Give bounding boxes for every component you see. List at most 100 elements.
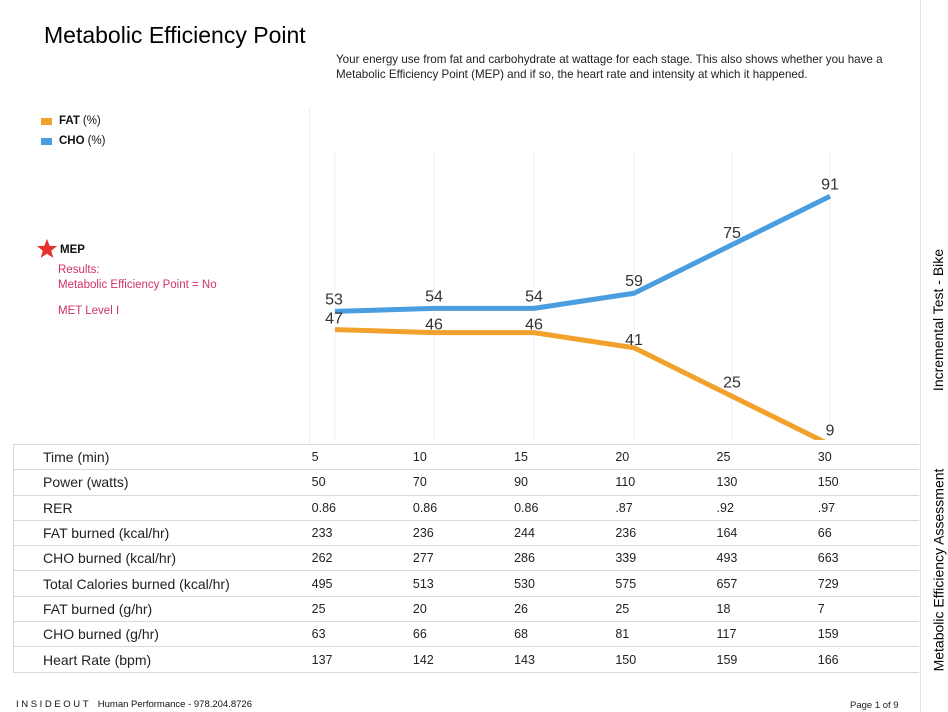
table-row: Total Calories burned (kcal/hr) 495 513 530… xyxy=(12,570,919,597)
legend-swatch-cho xyxy=(41,137,52,145)
line-chart: 47 46 46 41 25 9 53 54 54 59 75 91 xyxy=(325,150,839,440)
page-title: Metabolic Efficiency Point xyxy=(44,22,306,48)
data-label-cho: 91 xyxy=(821,176,839,193)
table-cell: 30 xyxy=(817,443,919,471)
chart-legend: FAT (%) CHO (%) xyxy=(41,111,105,151)
table-row: CHO burned (kcal/hr) 262 277 286 339 493 663 xyxy=(12,545,919,572)
table-cell: .97 xyxy=(817,495,919,521)
table-cell: 729 xyxy=(817,570,919,597)
side-label-test-type: Incremental Test - Bike xyxy=(930,248,947,392)
table-cell: 26 xyxy=(514,596,616,623)
mep-label: MEP xyxy=(60,244,85,256)
table-cell: 530 xyxy=(514,570,616,597)
table-row: CHO burned (g/hr) 63 66 68 81 117 159 xyxy=(12,621,919,648)
data-label-cho: 75 xyxy=(723,225,741,242)
table-cell: 137 xyxy=(311,646,413,673)
table-cell: 20 xyxy=(615,443,717,471)
table-cell: 495 xyxy=(311,570,413,597)
table-cell: 513 xyxy=(412,570,515,597)
table-cell: 18 xyxy=(716,596,818,623)
row-label: RER xyxy=(12,495,312,521)
table-cell: 68 xyxy=(514,621,616,648)
table-cell: 277 xyxy=(412,545,515,572)
table-cell: 657 xyxy=(716,570,818,597)
page-number: Page 1 of 9 xyxy=(850,700,899,711)
legend-unit-fat: (%) xyxy=(82,115,101,127)
page-subtitle: Your energy use from fat and carbohydrat… xyxy=(336,53,883,81)
table-row: Heart Rate (bpm) 137 142 143 150 159 166 xyxy=(12,646,919,673)
table-cell: 25 xyxy=(615,596,717,623)
table-cell: 0.86 xyxy=(412,495,515,521)
chart-divider xyxy=(309,108,310,444)
table-row: RER 0.86 0.86 0.86.87.92.97 xyxy=(12,495,919,521)
table-cell: 159 xyxy=(817,621,919,648)
table-cell: 159 xyxy=(716,646,818,673)
table-cell: 5 xyxy=(311,443,413,471)
star-icon xyxy=(36,238,58,258)
table-cell: 150 xyxy=(615,646,717,673)
table-cell: 244 xyxy=(514,520,616,547)
table-cell: 63 xyxy=(311,621,413,648)
table-row: FAT burned (g/hr) 25 20 26 25 18 7 xyxy=(12,596,919,623)
data-label-cho: 53 xyxy=(325,291,343,308)
table-cell: 66 xyxy=(412,621,515,648)
data-label-fat: 41 xyxy=(625,332,643,349)
table-cell: 236 xyxy=(615,520,717,547)
row-label: Total Calories burned (kcal/hr) xyxy=(12,570,312,597)
data-label-fat: 46 xyxy=(525,317,543,334)
legend-item-cho: CHO (%) xyxy=(41,131,105,151)
met-level: MET Level I xyxy=(58,305,120,317)
table-cell: 236 xyxy=(412,520,515,547)
table-cell: 142 xyxy=(412,646,515,673)
table-cell: 575 xyxy=(615,570,717,597)
row-label: Power (watts) xyxy=(12,469,312,496)
data-label-fat: 46 xyxy=(425,317,443,334)
table-cell: 110 xyxy=(615,469,717,496)
table-cell: .92 xyxy=(716,495,818,521)
table-cell: 66 xyxy=(817,520,919,547)
row-label: Time (min) xyxy=(12,443,312,471)
row-label: CHO burned (g/hr) xyxy=(12,621,312,648)
table-cell: 0.86 xyxy=(311,495,413,521)
data-label-cho: 54 xyxy=(425,288,443,305)
legend-swatch-fat xyxy=(41,117,52,125)
table-cell: .87 xyxy=(615,495,717,521)
table-cell: 0.86 xyxy=(514,495,616,521)
data-label-cho: 54 xyxy=(525,288,543,305)
footer: INSIDEOUT Human Performance - 978.204.87… xyxy=(16,699,252,710)
table-cell: 150 xyxy=(817,469,919,496)
side-divider xyxy=(920,0,921,712)
table-cell: 90 xyxy=(514,469,616,496)
data-label-fat: 9 xyxy=(826,423,835,440)
table-cell: 7 xyxy=(817,596,919,623)
table-cell: 233 xyxy=(311,520,413,547)
mep-results-value: Metabolic Efficiency Point = No xyxy=(58,279,217,291)
table-cell: 262 xyxy=(311,545,413,572)
table-cell: 25 xyxy=(311,596,413,623)
data-label-fat: 25 xyxy=(723,374,741,391)
row-label: Heart Rate (bpm) xyxy=(12,646,312,673)
table-row: Time (min) 5 10 15 20 25 30 xyxy=(12,443,919,471)
legend-label-cho: CHO xyxy=(59,135,85,147)
metrics-table: Time (min) 5 10 15 20 25 30 Power (watts) 50 70 90… xyxy=(12,443,919,673)
table-cell: 20 xyxy=(412,596,515,623)
series-line-cho xyxy=(334,194,832,314)
row-label: FAT burned (kcal/hr) xyxy=(12,520,312,547)
table-row: Power (watts) 50 70 90 110 130 150 xyxy=(12,469,919,496)
footer-brand: INSIDEOUT xyxy=(16,699,92,710)
data-label-fat: 47 xyxy=(325,311,343,328)
row-label: FAT burned (g/hr) xyxy=(12,596,312,623)
table-cell: 164 xyxy=(716,520,818,547)
side-label-assessment: Metabolic Efficiency Assessment xyxy=(929,468,946,672)
table-cell: 15 xyxy=(514,443,616,471)
table-cell: 117 xyxy=(716,621,818,648)
table-cell: 81 xyxy=(615,621,717,648)
table-row: FAT burned (kcal/hr) 233 236 244 236 164 66 xyxy=(12,520,919,547)
table-cell: 493 xyxy=(716,545,818,572)
table-cell: 50 xyxy=(311,469,413,496)
series-line-fat xyxy=(334,327,827,440)
table-cell: 70 xyxy=(412,469,515,496)
table-cell: 143 xyxy=(514,646,616,673)
legend-unit-cho: (%) xyxy=(87,135,106,147)
row-label: CHO burned (kcal/hr) xyxy=(12,545,312,572)
